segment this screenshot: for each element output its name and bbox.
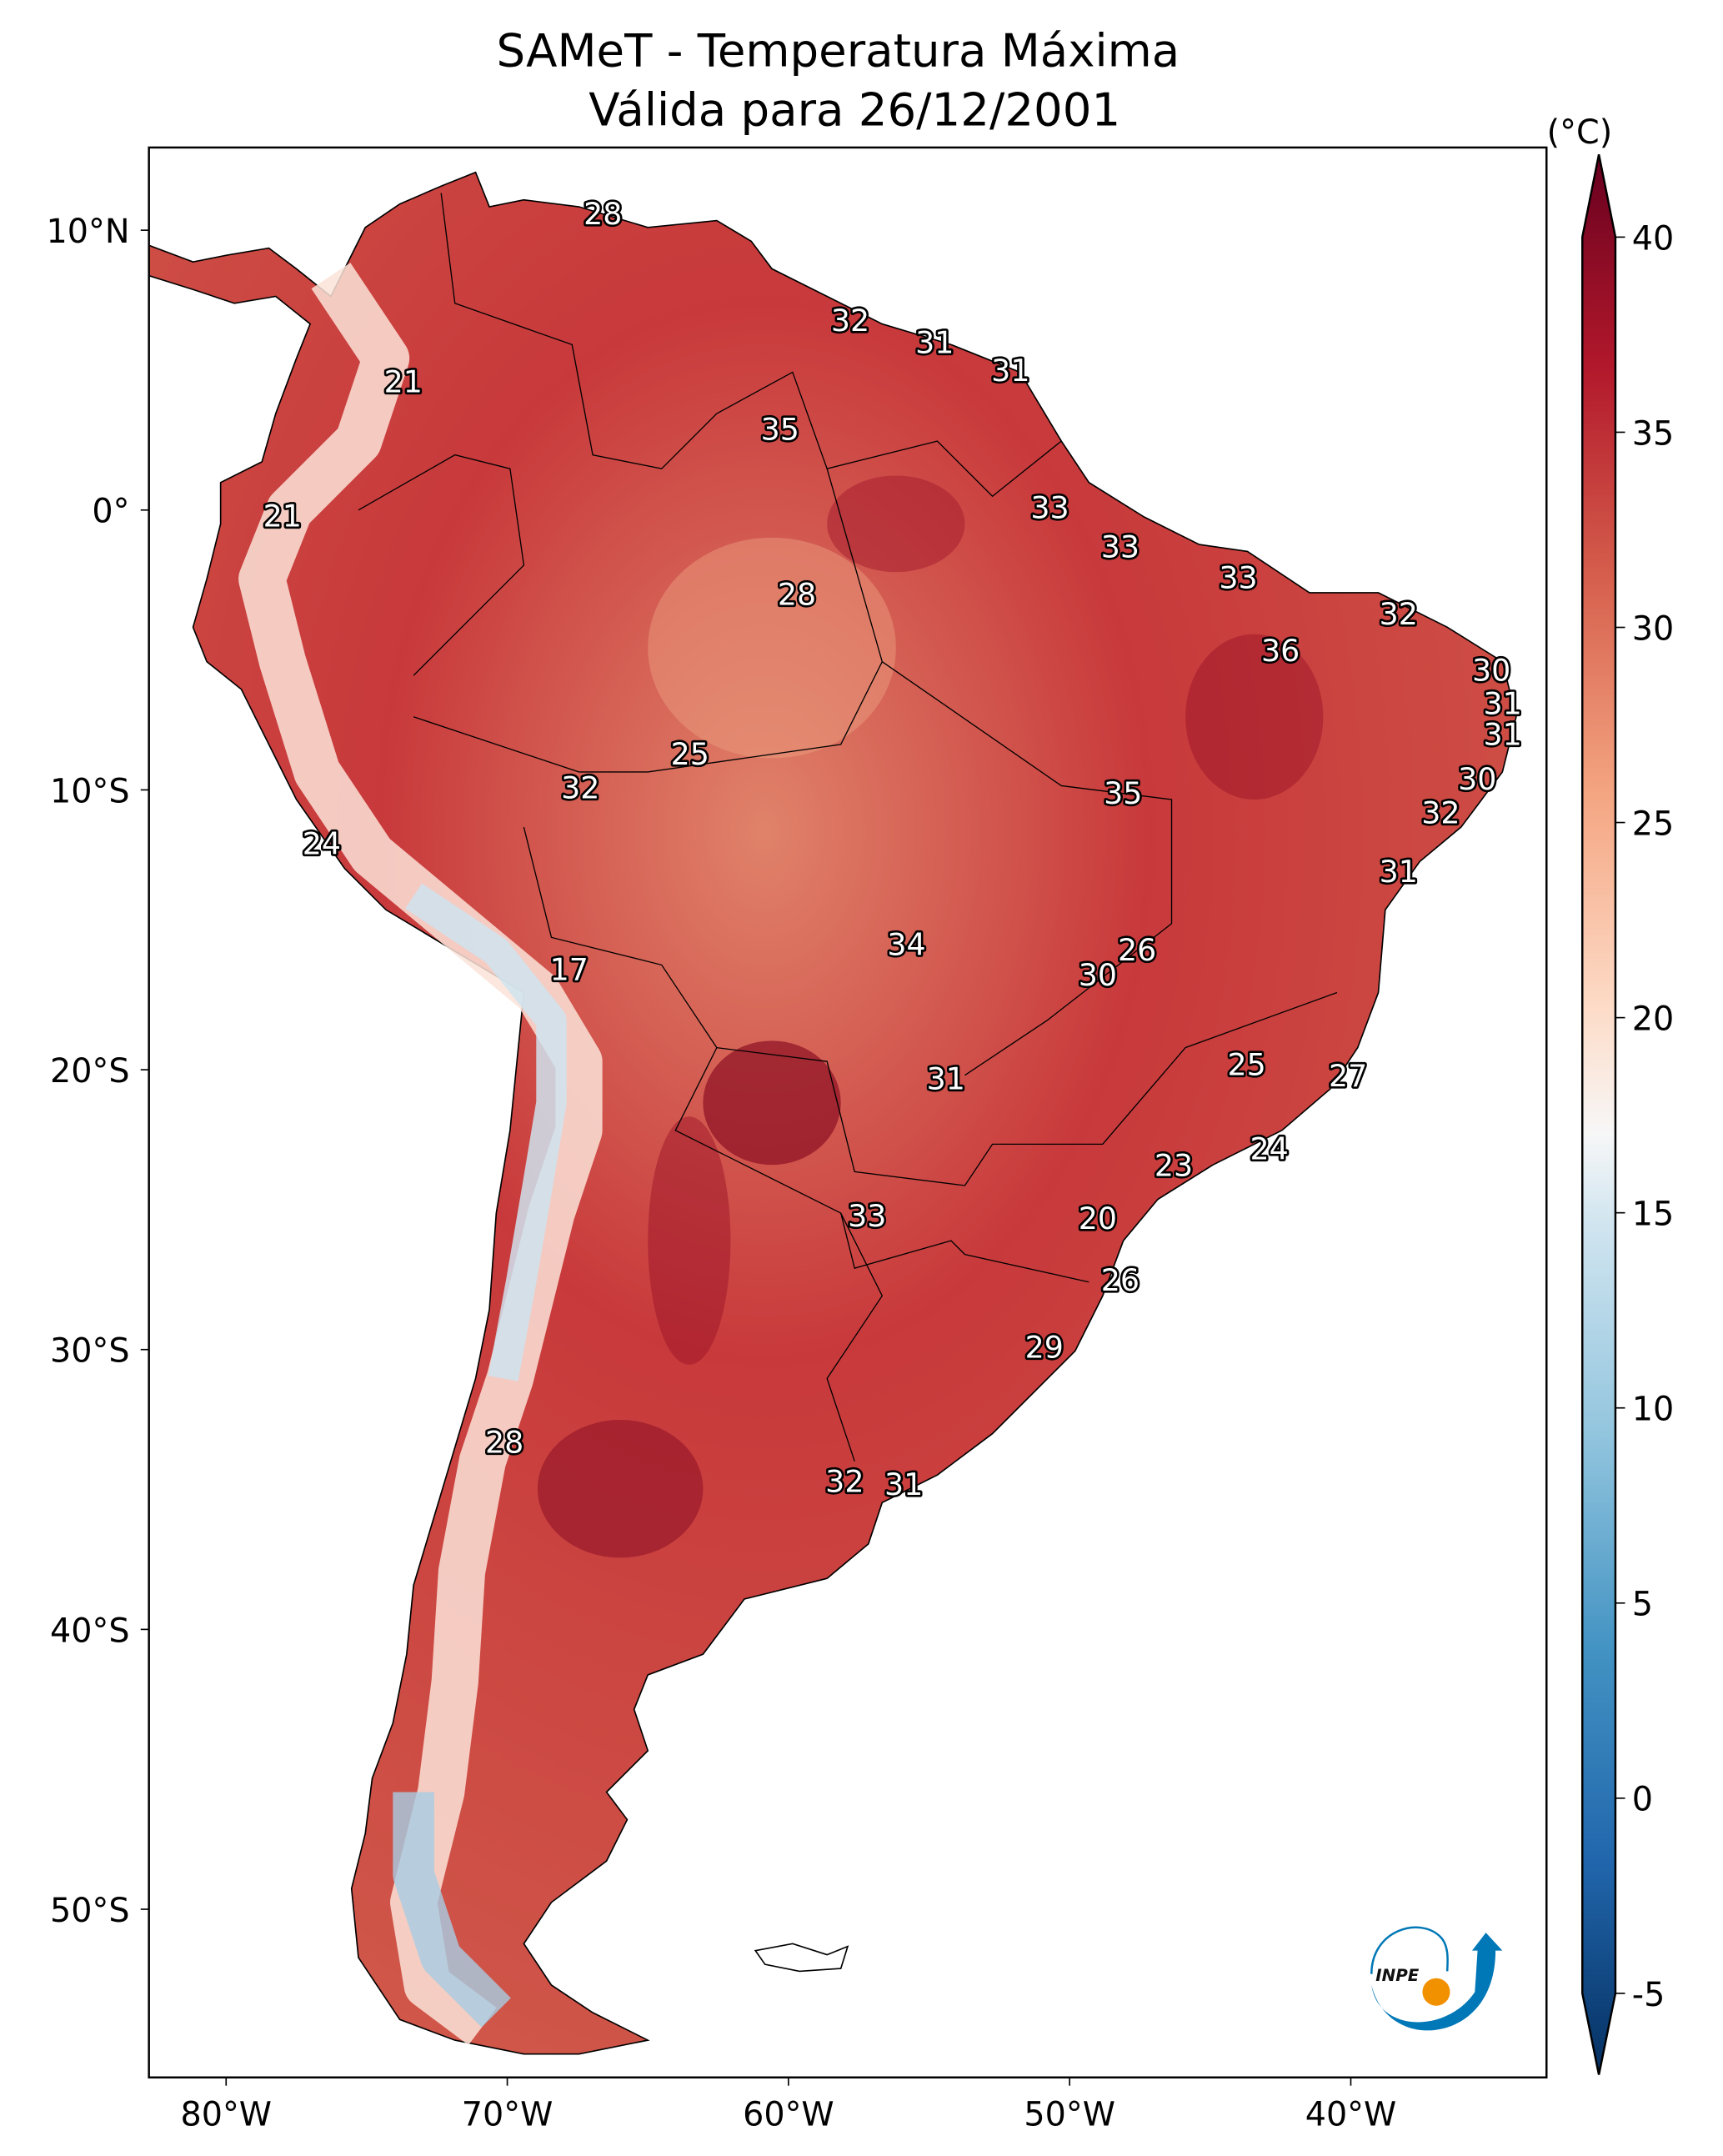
station-value-label: 27 <box>1329 1058 1367 1094</box>
station-value-label: 33 <box>848 1198 886 1234</box>
south-america-landmass <box>148 171 1517 2055</box>
station-value-label: 32 <box>1380 596 1418 632</box>
station-value-label: 25 <box>1228 1047 1266 1083</box>
station-value-label: 20 <box>1079 1201 1117 1236</box>
station-value-label: 23 <box>1155 1147 1193 1183</box>
station-value-label: 31 <box>1483 717 1521 753</box>
colorbar-tick-label: 40 <box>1632 219 1674 258</box>
colorbar-tick-label: 30 <box>1632 609 1674 648</box>
station-value-label: 31 <box>1380 854 1418 890</box>
station-value-label: 21 <box>384 364 423 400</box>
colorbar-tick-label: 0 <box>1632 1781 1653 1819</box>
lat-tick-label: 40°S <box>50 1612 129 1650</box>
colorbar-tick-label: 25 <box>1632 805 1674 843</box>
station-value-label: 32 <box>831 303 869 338</box>
station-value-label: 17 <box>550 951 589 987</box>
station-value-label: 30 <box>1079 957 1117 993</box>
lon-tick-label: 60°W <box>743 2096 834 2134</box>
station-value-label: 29 <box>1025 1330 1064 1366</box>
station-value-label: 26 <box>1118 932 1156 968</box>
colorbar-bar <box>1581 153 1617 2075</box>
falkland-islands <box>754 1943 849 1973</box>
station-value-label: 31 <box>927 1060 965 1096</box>
station-value-label: 31 <box>991 353 1029 389</box>
station-value-label: 31 <box>1483 686 1521 722</box>
inpe-logo: INPE <box>1370 1926 1503 2031</box>
colorbar-tick-label: 20 <box>1632 1000 1674 1038</box>
station-value-label: 26 <box>1101 1262 1139 1298</box>
station-value-label: 33 <box>1101 529 1139 565</box>
lat-tick-label: 10°S <box>50 772 129 810</box>
lat-tick-label: 0° <box>92 493 129 531</box>
country-borders <box>358 193 1338 1462</box>
colorbar-tick-label: 35 <box>1632 414 1674 453</box>
lat-tick-label: 20°S <box>50 1052 129 1091</box>
lon-tick-label: 80°W <box>180 2096 272 2134</box>
station-value-label: 32 <box>825 1464 864 1500</box>
station-value-label: 28 <box>584 196 622 232</box>
station-value-label: 21 <box>263 499 302 534</box>
station-value-label: 28 <box>485 1425 523 1461</box>
colorbar-tick-label: 5 <box>1632 1586 1653 1624</box>
station-value-label: 36 <box>1261 633 1300 669</box>
station-value-label: 31 <box>915 325 954 361</box>
station-value-label: 35 <box>761 412 799 448</box>
map-title-line1: SAMeT - Temperatura Máxima <box>497 23 1180 77</box>
station-value-label: 33 <box>1219 560 1257 596</box>
lat-tick-label: 50°S <box>50 1892 129 1930</box>
station-value-label: 24 <box>303 825 341 861</box>
colorbar-tick-label: -5 <box>1632 1976 1665 2014</box>
station-value-label: 30 <box>1472 652 1510 688</box>
lon-tick-label: 40°W <box>1305 2096 1397 2134</box>
lon-tick-label: 70°W <box>462 2096 553 2134</box>
colorbar-tick-label: 10 <box>1632 1391 1674 1429</box>
station-value-label: 30 <box>1458 761 1496 797</box>
map-frame <box>148 146 1548 2078</box>
colorbar-unit-label: (°C) <box>1547 113 1613 152</box>
station-value-label: 33 <box>1030 490 1069 526</box>
lat-tick-label: 10°N <box>47 213 130 251</box>
station-value-label: 34 <box>887 926 925 962</box>
station-value-label: 24 <box>1250 1131 1289 1166</box>
station-value-label: 32 <box>561 770 599 805</box>
axis-ticks: 80°W 70°W 60°W 50°W 40°W 10°N 0° 10°S 20°S 30°S 40… <box>47 213 1397 2134</box>
inpe-logo-text: INPE <box>1375 1966 1420 1985</box>
station-value-label: 35 <box>1104 775 1142 811</box>
station-value-label: 28 <box>778 577 816 613</box>
lat-tick-label: 30°S <box>50 1332 129 1371</box>
station-value-label: 31 <box>884 1467 923 1502</box>
station-value-label: 32 <box>1421 795 1460 831</box>
colorbar-tick-label: 15 <box>1632 1196 1674 1234</box>
map-title-line2: Válida para 26/12/2001 <box>589 83 1120 136</box>
colorbar: (°C) 40 35 30 25 20 15 10 5 0 -5 <box>1547 113 1674 2075</box>
station-value-label: 25 <box>671 736 709 772</box>
lon-tick-label: 50°W <box>1024 2096 1115 2134</box>
